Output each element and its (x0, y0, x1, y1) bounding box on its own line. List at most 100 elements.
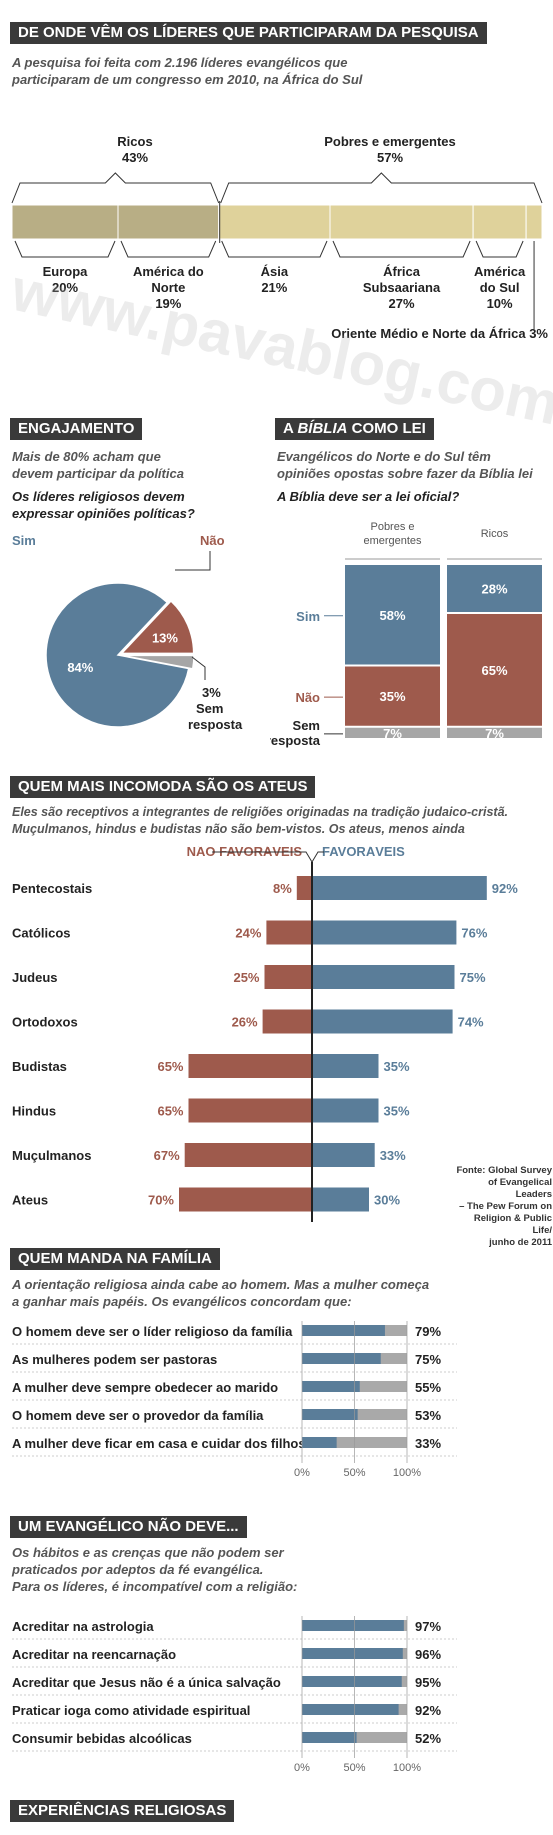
segment-value: 3% (529, 326, 548, 341)
col-label-pobres-2: emergentes (363, 535, 422, 547)
diverging-row-label: Católicos (12, 926, 71, 941)
diverging-bar-neg (266, 920, 312, 945)
pie-label-nao: Não (200, 533, 225, 548)
stacked-column-value: 35% (379, 689, 405, 704)
pie-slice (119, 599, 195, 655)
hbar-value: 53% (415, 1408, 441, 1423)
source-line: Fonte: Global Survey (456, 1165, 552, 1176)
pie-value-sem-resposta: 3% (202, 685, 221, 700)
question-biblia: A Bíblia deve ser a lei oficial? (277, 489, 460, 504)
diverging-row-label: Ateus (12, 1193, 48, 1208)
question-engajamento: Os líderes religiosos devem expressar op… (12, 488, 252, 522)
hbar-tick-label: 50% (343, 1762, 365, 1774)
diverging-row-label: Judeus (12, 970, 58, 985)
group-label-pobres: Pobres e emergentes 57% (300, 134, 480, 166)
bracket-pobres (220, 172, 543, 204)
diverging-row-label: Muçulmanos (12, 1148, 91, 1163)
diverging-value-neg: 65% (157, 1104, 183, 1119)
series-label-sim: Sim (296, 609, 320, 624)
hbar-row-label: Acreditar na reencarnação (12, 1647, 176, 1662)
segment-label: do Sul (480, 280, 520, 295)
col-label-ricos: Ricos (481, 528, 509, 540)
question-line: expressar opiniões políticas? (12, 506, 195, 521)
hbar-fill (302, 1381, 360, 1392)
hbar-fill (302, 1409, 358, 1420)
diverging-bar-pos (312, 1143, 375, 1167)
section-subtitle-ateus: Eles são receptivos a integrantes de rel… (12, 804, 552, 838)
hbar-value: 79% (415, 1324, 441, 1339)
origin-bar-segment (117, 204, 220, 240)
diverging-value-pos: 75% (460, 970, 486, 985)
stacked-column-segment (345, 727, 440, 738)
title-part: A (283, 420, 298, 437)
pie-label-sem-1: Sem (196, 701, 223, 716)
pie-label-sim: Sim (12, 533, 36, 548)
subtitle-line: praticados por adeptos da fé evangélica. (12, 1562, 264, 1577)
stacked-column-chart-biblia: Pobres e emergentes Ricos 58% 35% 7% 28% 65% 7% S… (270, 521, 542, 748)
subtitle-line: Muçulmanos, hindus e budistas não são be… (12, 822, 465, 836)
group-label-ricos: Ricos 43% (90, 134, 180, 166)
hbar-tick-label: 0% (294, 1762, 310, 1774)
pie-value-sim: 84% (67, 660, 93, 675)
diverging-bar-pos (312, 1187, 369, 1212)
stacked-column-value: 58% (379, 608, 405, 623)
section-subtitle-biblia: Evangélicos do Norte e do Sul têm opiniõ… (277, 448, 547, 482)
stacked-column-value: 7% (383, 726, 402, 741)
section-title-nao-deve: UM EVANGÉLICO NÃO DEVE... (10, 1516, 247, 1538)
segment-bracket (14, 240, 116, 258)
pie-value-nao: 13% (152, 630, 178, 645)
section-subtitle-engajamento: Mais de 80% acham que devem participar d… (12, 448, 242, 482)
segment-label: América do (133, 264, 204, 279)
subtitle-line: A pesquisa foi feita com 2.196 líderes e… (12, 55, 348, 70)
hbar-row-label: Consumir bebidas alcoólicas (12, 1731, 192, 1746)
diverging-bar-pos (312, 1098, 379, 1123)
subtitle-line: participaram de um congresso em 2010, na… (12, 72, 363, 87)
diverging-value-neg: 26% (232, 1015, 258, 1030)
pie-label-sem-2: resposta (188, 717, 243, 732)
diverging-value-neg: 70% (148, 1193, 174, 1208)
segment-label: Norte (151, 280, 185, 295)
title-part: COMO LEI (347, 420, 426, 437)
diverging-value-pos: 74% (458, 1015, 484, 1030)
diverging-bar-pos (312, 920, 457, 945)
subtitle-line: opiniões opostas sobre fazer da Bíblia l… (277, 466, 533, 481)
hbar-value: 55% (415, 1380, 441, 1395)
diverging-bar-neg (179, 1187, 312, 1212)
segment-label: Europa (43, 264, 89, 279)
source-line: – The Pew Forum on (459, 1201, 552, 1212)
stacked-column-segment (345, 565, 440, 665)
source-line: of Evangelical Leaders (488, 1177, 552, 1200)
subtitle-line: Eles são receptivos a integrantes de rel… (12, 805, 509, 819)
hbar-tick-label: 100% (393, 1762, 421, 1774)
section-subtitle-origem: A pesquisa foi feita com 2.196 líderes e… (12, 54, 532, 88)
hbar-row-label: O homem deve ser o líder religioso da fa… (12, 1324, 293, 1339)
hbar-value: 96% (415, 1647, 441, 1662)
stacked-column-segment (447, 727, 542, 738)
diverging-value-neg: 25% (233, 970, 259, 985)
group-value: 57% (376, 150, 404, 165)
segment-value: 21% (261, 280, 287, 295)
bar-chart-familia: O homem deve ser o líder religioso da fa… (12, 1321, 457, 1479)
section-title-familia: QUEM MANDA NA FAMÍLIA (10, 1248, 220, 1270)
diverging-value-pos: 92% (492, 881, 518, 896)
source-note: Fonte: Global Survey of Evangelical Lead… (452, 1165, 552, 1249)
segment-bracket (221, 240, 328, 258)
segment-label-text: Oriente Médio e Norte da África (331, 326, 529, 341)
diverging-row-label: Budistas (12, 1059, 67, 1074)
diverging-bar-pos (312, 1054, 379, 1078)
hbar-value: 92% (415, 1703, 441, 1718)
subtitle-line: devem participar da política (12, 466, 184, 481)
section-title-ateus: QUEM MAIS INCOMODA SÃO OS ATEUS (10, 776, 316, 798)
diverging-bar-neg (184, 1143, 312, 1167)
hbar-fill (302, 1325, 385, 1336)
stacked-column-value: 7% (485, 726, 504, 741)
question-line: Os líderes religiosos devem (12, 489, 185, 504)
hbar-row-label: A mulher deve sempre obedecer ao marido (12, 1380, 278, 1395)
diverging-bar-neg (188, 1098, 312, 1123)
subtitle-line: A orientação religiosa ainda cabe ao hom… (12, 1277, 430, 1292)
diverging-value-pos: 35% (384, 1059, 410, 1074)
subtitle-line: Evangélicos do Norte e do Sul têm (277, 449, 491, 464)
